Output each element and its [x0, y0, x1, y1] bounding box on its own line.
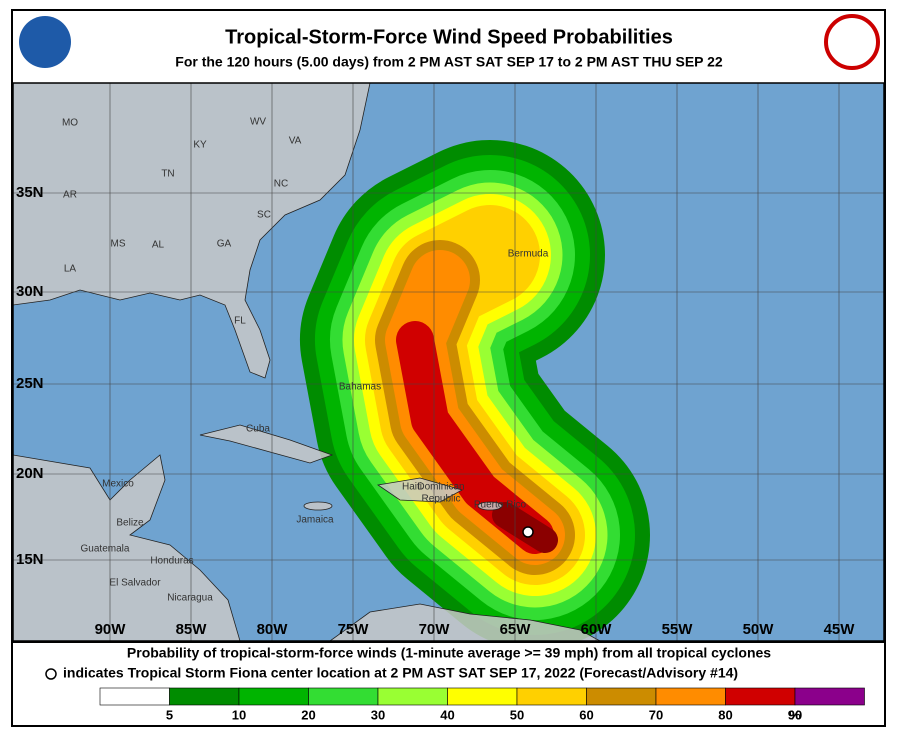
lon-label: 80W — [257, 621, 289, 638]
legend-label: 90 — [788, 707, 802, 722]
legend-label: 20 — [301, 707, 315, 722]
storm-center — [522, 526, 534, 538]
map: MO KY WV VA TN NC AR SC MS AL GA LA FL Bermuda Bahamas… — [13, 83, 884, 641]
legend-swatch — [655, 687, 726, 706]
lon-label: 70W — [419, 621, 451, 638]
graticule — [13, 83, 884, 641]
legend-swatch — [447, 687, 518, 706]
place-label: Republic — [422, 494, 461, 505]
lat-label: 15N — [16, 551, 44, 568]
place-label: TN — [161, 169, 174, 180]
legend-label: 5 — [166, 707, 173, 722]
legend-swatch — [99, 687, 170, 706]
place-labels: MO KY WV VA TN NC AR SC MS AL GA LA FL Bermuda Bahamas… — [62, 117, 549, 604]
usa — [13, 83, 371, 379]
legend-swatch — [725, 687, 796, 706]
subtitle: For the 120 hours (5.00 days) from 2 PM … — [175, 54, 723, 70]
lon-label: 65W — [500, 621, 532, 638]
place-label: LA — [64, 264, 77, 275]
legend-swatch — [586, 687, 657, 706]
legend-swatch — [238, 687, 309, 706]
place-label: AR — [63, 190, 77, 201]
legend-swatch — [308, 687, 379, 706]
footer-line2: indicates Tropical Storm Fiona center lo… — [63, 665, 738, 681]
title: Tropical-Storm-Force Wind Speed Probabil… — [225, 26, 673, 48]
place-label: Bahamas — [339, 382, 381, 393]
footer-line1: Probability of tropical-storm-force wind… — [127, 645, 771, 661]
lon-label: 45W — [824, 621, 856, 638]
lon-label: 50W — [743, 621, 775, 638]
cuba — [199, 424, 334, 464]
place-label: MO — [62, 118, 78, 129]
legend-label: 60 — [579, 707, 593, 722]
place-label: Mexico — [102, 479, 134, 490]
legend-label: 40 — [440, 707, 454, 722]
legend-unit: % — [789, 707, 801, 722]
lon-label: 75W — [338, 621, 370, 638]
place-label: El Salvador — [109, 578, 161, 589]
place-label: NC — [274, 179, 288, 190]
lon-label: 85W — [176, 621, 208, 638]
south-america — [329, 603, 601, 641]
place-label: VA — [289, 136, 302, 147]
place-label: Belize — [116, 518, 144, 529]
place-label: Honduras — [150, 556, 193, 567]
legend-swatch — [377, 687, 448, 706]
place-label: Cuba — [246, 424, 270, 435]
noaa-logo — [19, 16, 71, 68]
place-label: WV — [250, 117, 266, 128]
lat-label: 25N — [16, 375, 44, 392]
puerto-rico — [477, 501, 503, 511]
place-label: MS — [111, 239, 126, 250]
center-symbol — [45, 668, 57, 680]
legend-label: 10 — [232, 707, 246, 722]
lon-label: 90W — [95, 621, 127, 638]
legend-label: 30 — [371, 707, 385, 722]
legend: 5 10 20 30 40 50 60 70 80 90% — [99, 687, 865, 722]
place-label: KY — [193, 140, 207, 151]
place-label: Nicaragua — [167, 593, 213, 604]
place-label: Jamaica — [296, 515, 334, 526]
place-label: Guatemala — [81, 544, 130, 555]
place-label: AL — [152, 240, 165, 251]
central-america — [13, 454, 241, 641]
lat-label: 35N — [16, 184, 44, 201]
hispaniola — [376, 477, 464, 503]
place-label: Dominican — [417, 482, 464, 493]
lat-label: 20N — [16, 465, 44, 482]
legend-label: 50 — [510, 707, 524, 722]
land — [13, 83, 601, 641]
nws-logo — [824, 14, 880, 70]
legend-label: 70 — [649, 707, 663, 722]
lat-label: 30N — [16, 283, 44, 300]
place-label: FL — [234, 316, 246, 327]
place-label: Puerto Rico — [474, 500, 527, 511]
legend-label: 80 — [718, 707, 732, 722]
legend-swatch — [516, 687, 587, 706]
jamaica — [303, 501, 333, 511]
lon-label: 55W — [662, 621, 694, 638]
place-label: Haiti — [402, 482, 422, 493]
lon-label: 60W — [581, 621, 613, 638]
legend-swatch — [169, 687, 240, 706]
place-label: GA — [217, 239, 232, 250]
place-label: Bermuda — [508, 249, 549, 260]
place-label: SC — [257, 210, 271, 221]
legend-swatch — [794, 687, 865, 706]
